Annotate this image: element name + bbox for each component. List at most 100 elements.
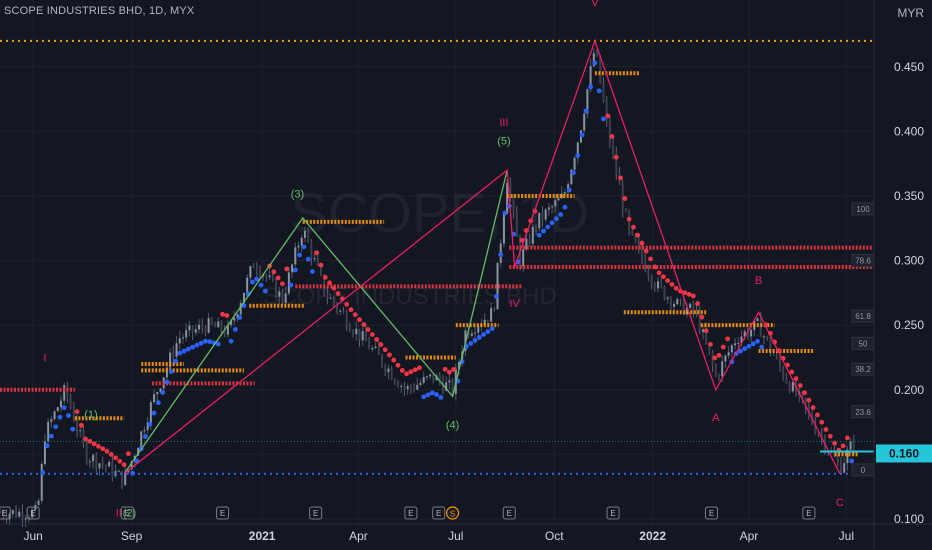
resistance-dot xyxy=(417,365,422,371)
earnings-marker xyxy=(0,506,11,520)
candle-body xyxy=(265,274,268,278)
candle-body xyxy=(15,510,18,517)
resistance-dot xyxy=(451,367,457,372)
resistance-dot xyxy=(665,278,671,284)
candle-body xyxy=(380,354,383,366)
candle-body xyxy=(188,325,191,331)
candle-body xyxy=(583,113,586,131)
candle-body xyxy=(210,318,213,324)
resistance-dot xyxy=(74,409,80,415)
candle-body xyxy=(413,387,416,390)
candle-body xyxy=(72,407,75,422)
support-dot xyxy=(53,424,59,430)
dividend-marker xyxy=(445,506,460,520)
last-price-tag xyxy=(876,444,932,463)
candle-body xyxy=(284,293,287,303)
fib-label: 61.8 xyxy=(855,312,871,321)
candle-body xyxy=(573,158,576,170)
candle-body xyxy=(849,441,852,450)
candle-body xyxy=(18,511,21,517)
candle-body xyxy=(515,211,518,238)
candle-body xyxy=(108,462,111,467)
candle-body xyxy=(406,386,409,390)
candle-body xyxy=(117,470,120,472)
candle-body xyxy=(47,421,50,442)
candle-body xyxy=(8,513,11,520)
resistance-dot xyxy=(609,134,615,139)
candle-body xyxy=(185,330,188,338)
earnings-marker-label: E xyxy=(806,509,811,518)
candle-body xyxy=(759,318,762,338)
candle-body xyxy=(159,388,162,392)
resistance-dot xyxy=(832,440,837,446)
candle-body xyxy=(371,348,374,350)
resistance-dot xyxy=(605,113,611,119)
support-dot xyxy=(468,341,474,346)
support-dot xyxy=(579,132,585,138)
resistance-dot xyxy=(404,371,409,377)
candle-body xyxy=(631,230,634,235)
candle-body xyxy=(252,266,255,268)
candle-body xyxy=(419,382,422,385)
resistance-dot xyxy=(618,175,623,181)
support-dot xyxy=(558,212,564,217)
resistance-dot xyxy=(78,422,84,428)
candle-body xyxy=(233,318,236,321)
candle-body xyxy=(178,338,181,344)
candle-body xyxy=(563,192,566,194)
candle-body xyxy=(82,430,85,444)
candle-body xyxy=(647,270,650,277)
support-dot xyxy=(566,187,572,193)
candle-body xyxy=(663,286,666,300)
resistance-dot xyxy=(827,433,833,439)
support-dot xyxy=(164,379,170,385)
candle-body xyxy=(541,212,544,220)
resistance-dot xyxy=(446,369,452,375)
earnings-marker-label: E xyxy=(610,509,615,518)
candle-body xyxy=(2,512,5,517)
fib-label: 23.6 xyxy=(855,408,871,417)
candle-body xyxy=(146,422,149,431)
candle-body xyxy=(249,266,252,278)
currency-label: MYR xyxy=(897,6,924,20)
candle-body xyxy=(307,230,310,242)
resistance-dot xyxy=(369,332,375,337)
support-dot xyxy=(215,341,221,347)
candle-body xyxy=(486,319,489,322)
candle-body xyxy=(448,380,451,383)
candle-body xyxy=(576,142,579,159)
resistance-dot xyxy=(378,342,384,347)
fib-label: 78.6 xyxy=(855,257,871,266)
candle-body xyxy=(721,361,724,377)
candle-body xyxy=(31,509,34,518)
support-dot xyxy=(292,267,298,273)
candle-body xyxy=(297,245,300,248)
earnings-marker-label: E xyxy=(709,509,714,518)
candle-body xyxy=(692,303,695,312)
resistance-dot xyxy=(314,250,320,256)
resistance-dot xyxy=(87,438,93,444)
resistance-dot xyxy=(100,446,106,452)
support-dot xyxy=(237,315,243,320)
resistance-dot xyxy=(797,383,803,388)
support-dot xyxy=(421,394,427,400)
x-tick-label: 2021 xyxy=(249,529,276,543)
candle-body xyxy=(194,329,197,333)
support-dot xyxy=(553,216,559,222)
candle-body xyxy=(294,247,297,265)
candle-body xyxy=(403,385,406,390)
candle-body xyxy=(124,472,127,485)
resistance-dot xyxy=(125,451,131,457)
candle-body xyxy=(361,331,364,341)
candle-body xyxy=(425,376,428,378)
candle-body xyxy=(708,343,711,353)
y-tick-label: 0.350 xyxy=(894,189,924,203)
candle-body xyxy=(11,510,14,514)
candle-body xyxy=(750,329,753,337)
candle-body xyxy=(98,463,101,469)
candle-body xyxy=(679,299,682,301)
candle-body xyxy=(207,318,210,333)
candle-body xyxy=(37,500,40,506)
candle-body xyxy=(615,153,618,175)
